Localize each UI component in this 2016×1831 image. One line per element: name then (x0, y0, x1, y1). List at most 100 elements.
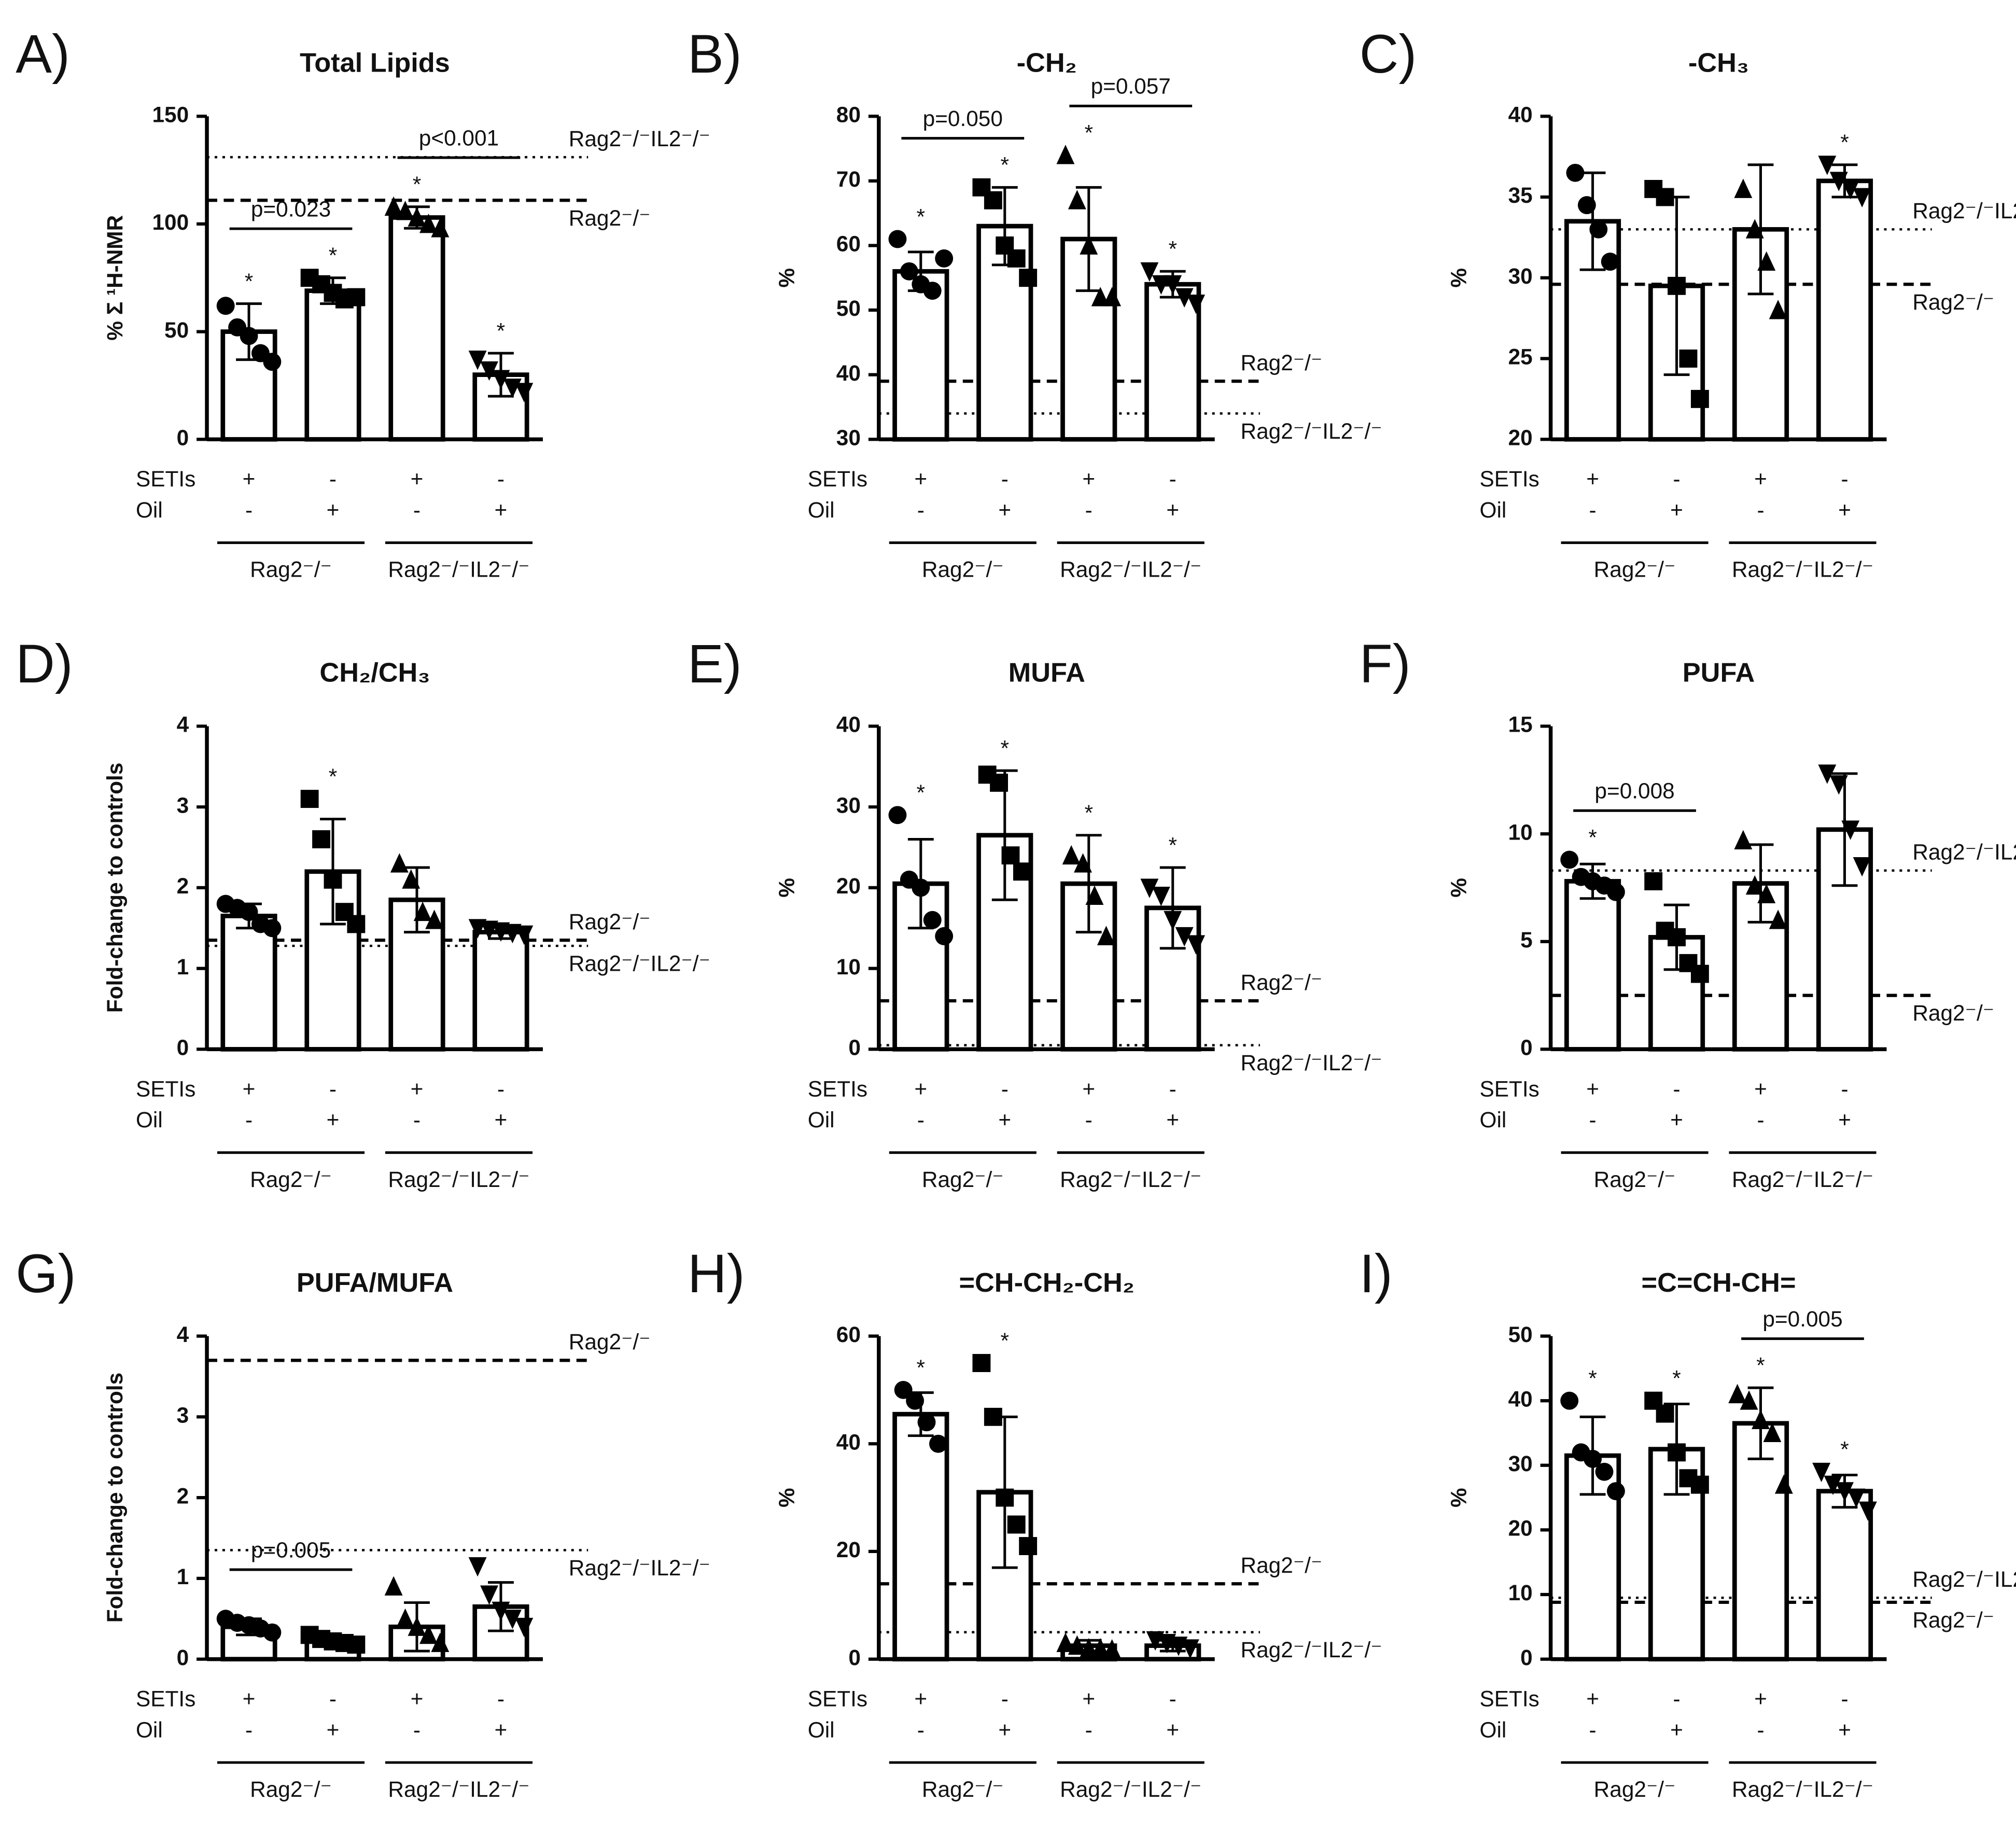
reference-label: Rag2⁻/⁻IL2⁻/⁻ (1241, 419, 1382, 443)
data-point (1668, 1443, 1686, 1462)
data-point (906, 1391, 925, 1410)
data-point (1152, 887, 1170, 906)
row-mark: + (411, 467, 424, 491)
data-point (1164, 275, 1182, 295)
panel-label: A) (16, 24, 70, 85)
data-point (1606, 883, 1625, 901)
bar (1564, 879, 1621, 1052)
y-tick-label: 20 (836, 874, 861, 898)
y-tick-label: 0 (848, 1645, 861, 1670)
data-point (923, 911, 942, 929)
data-point (1560, 1391, 1579, 1410)
row-mark: - (1085, 1108, 1093, 1132)
data-point (1187, 295, 1206, 314)
y-tick-label: 10 (1508, 1581, 1533, 1605)
data-point (492, 1601, 510, 1622)
data-point (413, 901, 432, 921)
group-label: Rag2⁻/⁻IL2⁻/⁻ (1060, 1167, 1201, 1192)
data-point (384, 1576, 403, 1596)
row-mark: - (1001, 467, 1009, 491)
row-mark: - (917, 498, 925, 522)
row-mark: - (497, 1687, 505, 1711)
data-point (1656, 1404, 1674, 1423)
chart-title: CH₂/CH₃ (319, 658, 430, 688)
comparison-label: p<0.001 (419, 125, 499, 150)
y-tick-label: 40 (836, 1430, 861, 1454)
data-point (935, 249, 954, 268)
row-mark: - (497, 1077, 505, 1101)
y-tick-label: 0 (177, 1645, 189, 1670)
reference-label: Rag2⁻/⁻ (1241, 351, 1323, 375)
data-point (1734, 178, 1753, 198)
data-point (1577, 196, 1596, 215)
y-tick-label: 3 (177, 1403, 189, 1428)
row-name: Oil (808, 1108, 835, 1132)
row-mark: + (998, 1108, 1011, 1132)
row-mark: + (1754, 1687, 1767, 1711)
significance: * (917, 780, 926, 805)
data-point (1769, 910, 1787, 929)
data-point (263, 353, 282, 371)
group-label: Rag2⁻/⁻ (250, 557, 332, 582)
data-point (1769, 300, 1787, 319)
row-mark: - (1589, 1108, 1597, 1132)
y-tick-label: 60 (836, 232, 861, 256)
significance: * (1840, 130, 1849, 155)
row-mark: - (1169, 467, 1177, 491)
data-point (1068, 190, 1086, 209)
significance: * (1756, 1353, 1765, 1378)
data-point (888, 230, 907, 248)
panel-label: D) (16, 634, 73, 694)
data-point (390, 853, 409, 873)
panel-label: C) (1360, 24, 1417, 85)
row-name: SETIs (808, 1077, 867, 1101)
data-point (1103, 287, 1122, 306)
row-mark: - (917, 1108, 925, 1132)
data-point (1007, 1515, 1026, 1534)
chart-title: -CH₃ (1688, 48, 1749, 78)
data-point (1062, 845, 1081, 865)
row-mark: + (914, 1687, 927, 1711)
row-mark: - (1757, 1108, 1764, 1132)
data-point (1763, 1422, 1782, 1442)
group-label: Rag2⁻/⁻ (1594, 1167, 1676, 1192)
data-point (503, 1610, 522, 1629)
row-name: SETIs (1480, 1077, 1539, 1101)
row-mark: - (329, 1077, 337, 1101)
significance: * (917, 204, 926, 229)
data-point (396, 201, 414, 220)
row-name: SETIs (136, 467, 195, 491)
data-point (347, 288, 366, 306)
row-mark: - (245, 498, 253, 522)
data-point (1140, 262, 1159, 282)
panel-label: G) (16, 1243, 76, 1304)
data-point (1745, 875, 1764, 895)
data-point (1853, 857, 1871, 877)
data-point (1668, 928, 1686, 946)
data-point (1187, 935, 1206, 955)
row-mark: - (413, 1717, 421, 1742)
bar (1816, 178, 1873, 442)
row-mark: + (914, 1077, 927, 1101)
reference-label: Rag2⁻/⁻IL2⁻/⁻ (569, 952, 710, 976)
bar (1816, 1489, 1873, 1661)
row-mark: + (1838, 1108, 1851, 1132)
reference-label: Rag2⁻/⁻ (569, 910, 651, 934)
row-mark: - (1589, 1717, 1597, 1742)
data-point (1085, 885, 1104, 905)
data-point (1019, 1537, 1038, 1555)
row-mark: + (243, 1687, 256, 1711)
data-point (929, 1434, 947, 1453)
data-point (1056, 1632, 1075, 1652)
data-point (1829, 775, 1848, 795)
y-tick-label: 30 (836, 793, 861, 817)
row-mark: + (1754, 1077, 1767, 1101)
y-tick-label: 0 (1520, 1036, 1533, 1060)
row-mark: + (1082, 1077, 1095, 1101)
y-tick-label: 60 (836, 1322, 861, 1347)
y-tick-label: 0 (177, 425, 189, 450)
data-point (1690, 1475, 1709, 1494)
significance: * (1840, 1437, 1849, 1462)
row-mark: + (1082, 467, 1095, 491)
